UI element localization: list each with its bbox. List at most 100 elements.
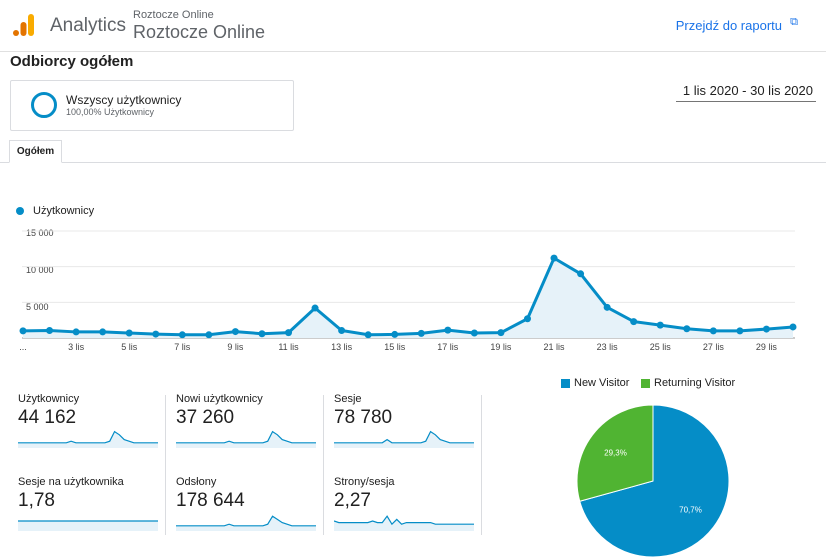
sparkline-fill <box>176 431 316 448</box>
segment-name: Wszyscy użytkownicy <box>66 93 182 107</box>
page-title: Odbiorcy ogółem <box>10 53 134 70</box>
metric-value: 78 780 <box>334 407 393 428</box>
x-tick-label: 27 lis <box>702 342 724 352</box>
x-tick-label: 15 lis <box>384 342 406 352</box>
sparkline-line <box>176 515 316 527</box>
data-point[interactable] <box>789 323 797 331</box>
metric-card[interactable]: Sesje na użytkownika 1,78 <box>18 476 166 556</box>
metric-label: Nowi użytkownicy <box>176 393 263 405</box>
data-point[interactable] <box>338 327 346 335</box>
x-tick-label: 3 lis <box>68 342 85 352</box>
x-tick-label: 29 lis <box>755 342 777 352</box>
data-point[interactable] <box>470 329 478 337</box>
data-point[interactable] <box>152 330 160 338</box>
data-point[interactable] <box>125 329 133 337</box>
x-tick-label: 7 lis <box>174 342 191 352</box>
external-link-icon[interactable]: ⧉ <box>790 16 798 28</box>
metric-value: 44 162 <box>18 407 77 428</box>
data-point[interactable] <box>630 318 638 326</box>
data-point[interactable] <box>72 328 80 336</box>
users-series-line <box>22 255 794 337</box>
data-point[interactable] <box>762 325 770 333</box>
visitor-type-pie-chart[interactable]: 70,7% 29,3% <box>572 400 734 559</box>
sparkline-line <box>334 430 474 444</box>
metric-card[interactable]: Strony/sesja 2,27 <box>334 476 482 556</box>
x-tick-label: 19 lis <box>490 342 512 352</box>
divider <box>481 395 482 535</box>
data-point[interactable] <box>550 254 558 262</box>
legend-swatch-returning <box>641 379 650 388</box>
sparkline-line <box>176 430 316 444</box>
segment-ring-icon <box>31 92 57 118</box>
data-point[interactable] <box>709 327 717 335</box>
y-tick-label: 15 000 <box>26 228 54 238</box>
legend-returning-visitor[interactable]: Returning Visitor <box>654 377 736 389</box>
segment-card[interactable]: Wszyscy użytkownicy 100,00% Użytkownicy <box>10 80 294 131</box>
metric-card[interactable]: Odsłony 178 644 <box>176 476 324 556</box>
data-point[interactable] <box>19 327 27 335</box>
pie-slice-label: 70,7% <box>679 506 702 515</box>
metric-value: 2,27 <box>334 490 371 511</box>
pie-slice-returning-visitor[interactable] <box>576 404 654 502</box>
data-point[interactable] <box>683 325 691 333</box>
legend-new-visitor[interactable]: New Visitor <box>574 377 630 389</box>
data-point[interactable] <box>99 328 107 336</box>
data-point[interactable] <box>178 331 186 339</box>
data-point[interactable] <box>523 315 531 323</box>
legend-dot <box>16 207 24 215</box>
x-tick-label: 23 lis <box>596 342 618 352</box>
chart-legend-users[interactable]: Użytkownicy <box>33 205 95 217</box>
segment-share: 100,00% Użytkownicy <box>66 107 155 117</box>
sparkline-fill <box>18 521 158 531</box>
divider <box>165 395 166 535</box>
data-point[interactable] <box>258 330 266 338</box>
data-point[interactable] <box>497 329 505 337</box>
x-tick-label: 11 lis <box>278 342 299 352</box>
users-line-chart[interactable] <box>0 220 826 345</box>
data-point[interactable] <box>231 328 239 336</box>
sparkline-line <box>334 515 474 526</box>
data-point[interactable] <box>205 331 213 339</box>
metric-value: 1,78 <box>18 490 55 511</box>
pie-slice-new-visitor[interactable] <box>579 404 730 558</box>
data-point[interactable] <box>444 326 452 334</box>
date-range-picker[interactable]: 1 lis 2020 - 30 lis 2020 <box>676 80 816 102</box>
data-point[interactable] <box>736 327 744 335</box>
x-tick-label: 13 lis <box>331 342 353 352</box>
data-point[interactable] <box>311 304 319 312</box>
sparkline-fill <box>18 431 158 448</box>
data-point[interactable] <box>577 270 585 278</box>
data-point[interactable] <box>46 327 54 335</box>
metric-card[interactable]: Nowi użytkownicy 37 260 <box>176 393 324 473</box>
divider <box>323 395 324 535</box>
x-tick-label: 17 lis <box>437 342 459 352</box>
legend-swatch-new <box>561 379 570 388</box>
x-tick-label: 21 lis <box>543 342 565 352</box>
metric-label: Użytkownicy <box>18 393 80 405</box>
data-point[interactable] <box>391 330 399 338</box>
x-tick-label: 9 lis <box>227 342 244 352</box>
data-point[interactable] <box>417 329 425 337</box>
metric-label: Sesje na użytkownika <box>18 476 124 488</box>
metric-sparkline <box>176 430 316 448</box>
metric-sparkline <box>176 515 316 531</box>
account-selector[interactable]: Roztocze Online <box>133 22 266 42</box>
metric-label: Sesje <box>334 393 362 405</box>
data-point[interactable] <box>285 329 293 337</box>
data-point[interactable] <box>364 331 372 339</box>
tab-overview[interactable]: Ogółem <box>9 140 62 163</box>
metric-sparkline <box>18 520 158 531</box>
go-to-report-link[interactable]: Przejdź do raportu <box>675 18 782 33</box>
top-bar: Analytics Roztocze Online Roztocze Onlin… <box>0 0 826 52</box>
metric-value: 37 260 <box>176 407 235 428</box>
metric-card[interactable]: Sesje 78 780 <box>334 393 482 473</box>
sparkline-fill <box>334 431 474 448</box>
metric-sparkline <box>334 515 474 531</box>
metric-card[interactable]: Użytkownicy 44 162 <box>18 393 166 473</box>
analytics-logo-icon[interactable] <box>12 13 36 37</box>
account-subtitle[interactable]: Roztocze Online <box>133 9 214 21</box>
users-area-fill <box>23 258 793 338</box>
tabs-divider <box>0 162 826 163</box>
data-point[interactable] <box>603 303 611 311</box>
data-point[interactable] <box>656 321 664 329</box>
